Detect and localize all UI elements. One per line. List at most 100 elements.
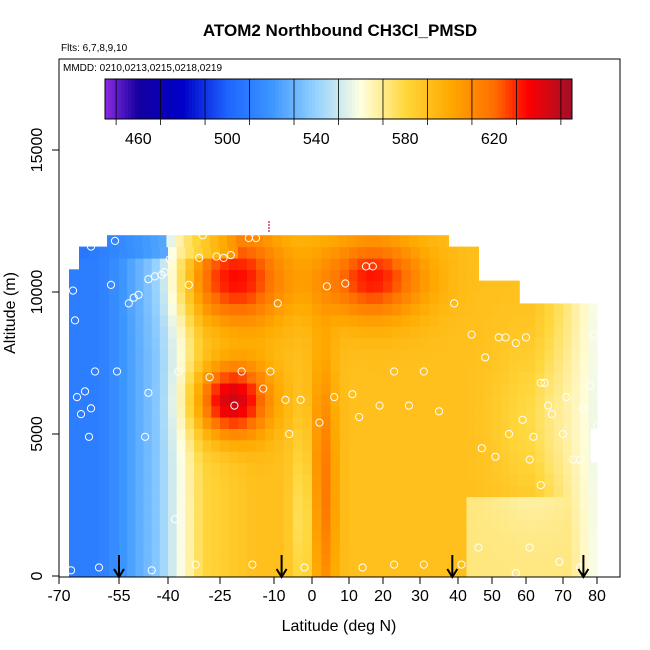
heatmap-cell (283, 292, 294, 304)
heatmap-cell (127, 257, 136, 270)
heatmap-cell (588, 348, 598, 361)
heatmap-cell (448, 473, 459, 486)
heatmap-cell (492, 292, 502, 304)
heatmap-cell (420, 530, 431, 543)
heatmap-cell (265, 541, 275, 554)
heatmap-cell (69, 439, 80, 452)
heatmap-cell (483, 507, 493, 520)
heatmap-cell (202, 496, 212, 509)
heatmap-cell (466, 246, 476, 259)
heatmap-cell (571, 519, 581, 532)
heatmap-cell (211, 541, 221, 554)
heatmap-cell (312, 485, 322, 498)
colorbar-segment (285, 79, 289, 119)
heatmap-cell (168, 337, 178, 350)
heatmap-cell (89, 496, 100, 509)
heatmap-cell (374, 405, 384, 418)
heatmap-cell (99, 326, 110, 339)
heatmap-cell (159, 428, 169, 441)
heatmap-cell (349, 553, 359, 566)
heatmap-cell (69, 394, 80, 407)
heatmap-cell (374, 280, 384, 293)
heatmap-cell (79, 246, 90, 259)
heatmap-cell (526, 337, 536, 350)
heatmap-cell (410, 371, 421, 384)
heatmap-cell (492, 541, 502, 554)
heatmap-cell (238, 280, 248, 293)
heatmap-cell (448, 314, 459, 327)
heatmap-cell (357, 507, 367, 520)
heatmap-cell (517, 462, 527, 475)
colorbar-segment (211, 79, 216, 119)
sample-marker (536, 378, 545, 387)
heatmap-cell (553, 337, 564, 350)
heatmap-cell (383, 360, 393, 373)
heatmap-cell (553, 428, 564, 441)
colorbar-segment (345, 79, 350, 119)
heatmap-cells (69, 235, 598, 577)
colorbar-segment (405, 79, 410, 119)
heatmap-cell (392, 451, 403, 463)
heatmap-cell (211, 360, 221, 373)
heatmap-cell (127, 485, 136, 498)
heatmap-cell (211, 348, 221, 361)
heatmap-cell (571, 462, 581, 475)
heatmap-cell (366, 348, 376, 361)
colorbar-segment (438, 79, 443, 119)
heatmap-cell (127, 507, 136, 520)
heatmap-cell (69, 405, 80, 418)
x-tick-label: 0 (308, 588, 317, 605)
heatmap-cell (580, 428, 590, 441)
heatmap-cell (209, 235, 219, 248)
heatmap-cell (151, 439, 161, 452)
heatmap-cell (401, 326, 412, 339)
heatmap-cell (408, 235, 419, 248)
heatmap-cell (535, 337, 546, 350)
heatmap-cell (357, 326, 367, 339)
colorbar-segment (255, 79, 259, 119)
heatmap-cell (401, 360, 412, 373)
heatmap-cell (229, 473, 239, 486)
heatmap-cell (466, 382, 476, 395)
heatmap-cell (448, 303, 459, 316)
heatmap-cell (227, 235, 237, 248)
heatmap-cell (119, 292, 128, 304)
heatmap-cell (247, 496, 257, 509)
heatmap-cell (256, 257, 266, 270)
heatmap-cell (99, 360, 110, 373)
heatmap-cell (176, 507, 186, 520)
heatmap-cell (483, 314, 493, 327)
heatmap-cell (69, 485, 80, 498)
heatmap-cell (119, 314, 128, 327)
heatmap-cell (256, 439, 266, 452)
heatmap-cell (347, 235, 357, 248)
heatmap-cell (321, 439, 332, 452)
heatmap-cell (544, 496, 555, 509)
heatmap-cell (229, 462, 239, 475)
heatmap-cell (109, 530, 120, 543)
heatmap-cell (475, 428, 485, 441)
heatmap-cell (202, 473, 212, 486)
heatmap-cell (446, 235, 450, 248)
heatmap-cell (401, 292, 412, 304)
heatmap-cell (483, 326, 493, 339)
heatmap-cell (339, 382, 350, 395)
sample-marker (368, 262, 377, 271)
sample-marker (536, 481, 545, 490)
heatmap-cell (580, 564, 590, 577)
heatmap-cell (109, 473, 120, 486)
heatmap-cell (79, 303, 90, 316)
heatmap-cell (475, 519, 485, 532)
heatmap-cell (293, 348, 304, 361)
heatmap-cell (357, 417, 367, 429)
heatmap-cell (420, 405, 431, 418)
heatmap-cell (526, 507, 536, 520)
heatmap-cell (401, 303, 412, 316)
heatmap-cell (410, 314, 421, 327)
heatmap-cell (448, 439, 459, 452)
colorbar-segment (281, 79, 286, 119)
heatmap-cell (392, 519, 403, 532)
heatmap-cell (553, 417, 564, 429)
heatmap-cell (220, 360, 230, 373)
colorbar-segment (451, 79, 456, 119)
